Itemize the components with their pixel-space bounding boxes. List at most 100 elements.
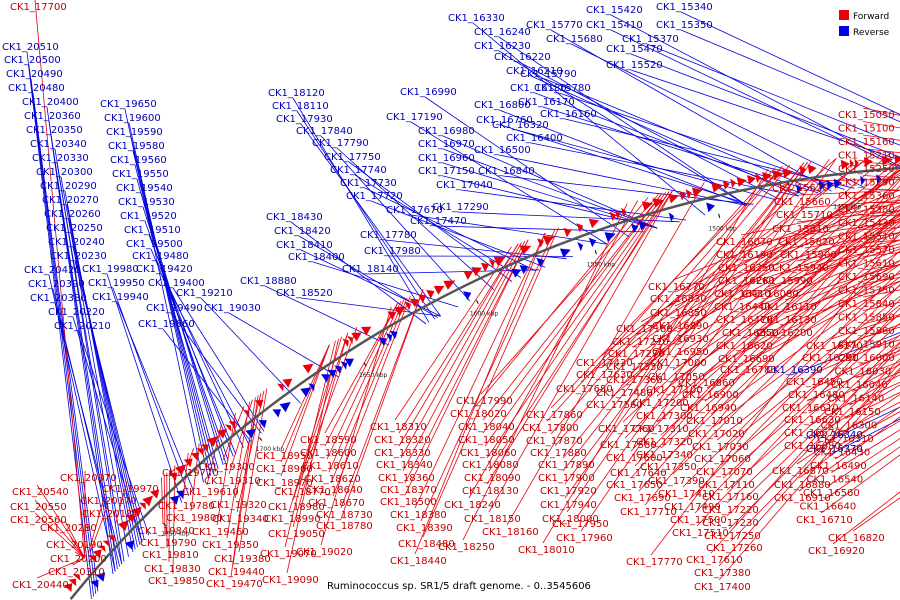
label-connector bbox=[150, 248, 237, 455]
label-connector bbox=[132, 150, 214, 474]
label-connector bbox=[688, 284, 900, 501]
gene-label: CK1_17190 bbox=[386, 112, 443, 123]
label-connector bbox=[630, 179, 900, 479]
gene-label: CK1_18980 bbox=[268, 502, 325, 513]
gene-label: CK1_17300 bbox=[636, 411, 693, 422]
label-connector bbox=[680, 29, 900, 123]
label-connector bbox=[710, 276, 900, 415]
forward-gene-arrow bbox=[542, 235, 555, 246]
gene-label: CK1_16200 bbox=[756, 328, 813, 339]
forward-gene-arrow bbox=[614, 209, 621, 220]
gene-label: CK1_19510 bbox=[124, 225, 181, 236]
label-connector bbox=[162, 328, 252, 442]
gene-label: CK1_17480 bbox=[596, 388, 653, 399]
gene-label: CK1_18110 bbox=[272, 101, 329, 112]
forward-gene-arrow bbox=[107, 535, 115, 543]
gene-label: CK1_19540 bbox=[116, 183, 173, 194]
gene-label: CK1_17500 bbox=[670, 515, 727, 526]
label-connector bbox=[544, 78, 822, 193]
forward-gene-arrow bbox=[125, 513, 135, 523]
gene-label: CK1_16770 bbox=[648, 282, 705, 293]
gene-label: CK1_17860 bbox=[526, 410, 583, 421]
gene-label: CK1_18040 bbox=[458, 422, 515, 433]
label-connector bbox=[163, 475, 166, 537]
forward-gene-arrow bbox=[849, 158, 854, 169]
gene-label: CK1_17260 bbox=[706, 543, 763, 554]
gene-label: CK1_18020 bbox=[450, 409, 507, 420]
reverse-gene-arrow bbox=[536, 257, 545, 268]
forward-gene-arrow bbox=[641, 201, 653, 211]
label-connector bbox=[672, 217, 900, 371]
gene-label: CK1_15780 bbox=[534, 83, 591, 94]
gene-label: CK1_15470 bbox=[606, 44, 663, 55]
gene-label: CK1_17250 bbox=[704, 531, 761, 542]
gene-label: CK1_17400 bbox=[694, 582, 751, 593]
position-tick-label: 1650 kbp bbox=[359, 372, 387, 379]
gene-label: CK1_19600 bbox=[104, 113, 161, 124]
label-connector bbox=[34, 0, 85, 558]
gene-label: CK1_17350 bbox=[640, 462, 697, 473]
label-connector bbox=[472, 22, 706, 216]
label-connector bbox=[600, 153, 873, 357]
gene-label: CK1_15770 bbox=[526, 20, 583, 31]
gene-label: CK1_18360 bbox=[378, 473, 435, 484]
gene-label: CK1_18730 bbox=[316, 510, 373, 521]
label-connector bbox=[696, 307, 900, 527]
label-connector bbox=[70, 232, 141, 545]
reverse-gene-arrow bbox=[577, 241, 584, 252]
label-connector bbox=[740, 263, 900, 340]
gene-label: CK1_20420 bbox=[24, 265, 81, 276]
gene-label: CK1_16070 bbox=[716, 237, 773, 248]
label-connector bbox=[726, 341, 900, 504]
gene-label: CK1_16220 bbox=[494, 52, 551, 63]
label-connector bbox=[580, 158, 837, 532]
label-connector bbox=[404, 239, 529, 496]
forward-gene-arrow bbox=[92, 549, 102, 559]
label-connector bbox=[800, 200, 900, 209]
label-connector bbox=[442, 162, 658, 229]
gene-arrows bbox=[63, 154, 900, 592]
gene-label: CK1_17600 bbox=[606, 453, 663, 464]
gene-label: CK1_17640 bbox=[610, 468, 667, 479]
position-tick-label: 1550 kbp bbox=[587, 261, 615, 268]
genome-backbone bbox=[69, 166, 900, 600]
gene-label: CK1_19790 bbox=[140, 538, 197, 549]
forward-gene-arrow bbox=[387, 311, 396, 320]
gene-label: CK1_16160 bbox=[540, 109, 597, 120]
gene-label: CK1_20270 bbox=[42, 195, 99, 206]
gene-label: CK1_16760 bbox=[476, 115, 533, 126]
label-connector bbox=[742, 226, 900, 275]
reverse-gene-arrow bbox=[668, 212, 675, 222]
label-connector bbox=[434, 225, 645, 233]
label-connector bbox=[580, 157, 837, 383]
label-connector bbox=[292, 332, 349, 501]
label-connector bbox=[570, 43, 865, 188]
gene-label: CK1_17160 bbox=[702, 492, 759, 503]
gene-label: CK1_17720 bbox=[346, 191, 403, 202]
gene-label: CK1_16550 bbox=[722, 328, 779, 339]
label-connector bbox=[600, 153, 873, 369]
label-connector bbox=[680, 11, 900, 115]
label-connector bbox=[738, 232, 900, 288]
gene-label: CK1_17800 bbox=[522, 423, 579, 434]
gene-label: CK1_19460 bbox=[192, 527, 249, 538]
label-connector bbox=[784, 273, 900, 314]
gene-label: CK1_18500 bbox=[380, 497, 437, 508]
forward-gene-arrow bbox=[493, 256, 506, 266]
reverse-gene-arrow bbox=[604, 232, 616, 242]
label-connector bbox=[90, 506, 108, 551]
position-tick-mark bbox=[258, 437, 263, 441]
forward-gene-arrow bbox=[679, 190, 687, 201]
gene-label: CK1_17610 bbox=[686, 555, 743, 566]
label-connector bbox=[676, 213, 900, 346]
gene-label: CK1_16430 bbox=[814, 448, 871, 459]
label-connector bbox=[292, 332, 349, 528]
label-connector bbox=[610, 152, 891, 399]
forward-gene-arrow bbox=[254, 400, 264, 409]
gene-label: CK1_20550 bbox=[10, 502, 67, 513]
gene-label: CK1_20490 bbox=[6, 69, 63, 80]
label-connector bbox=[808, 374, 900, 427]
forward-gene-arrow bbox=[730, 178, 736, 189]
label-connector bbox=[664, 233, 900, 461]
label-connector bbox=[726, 348, 900, 517]
